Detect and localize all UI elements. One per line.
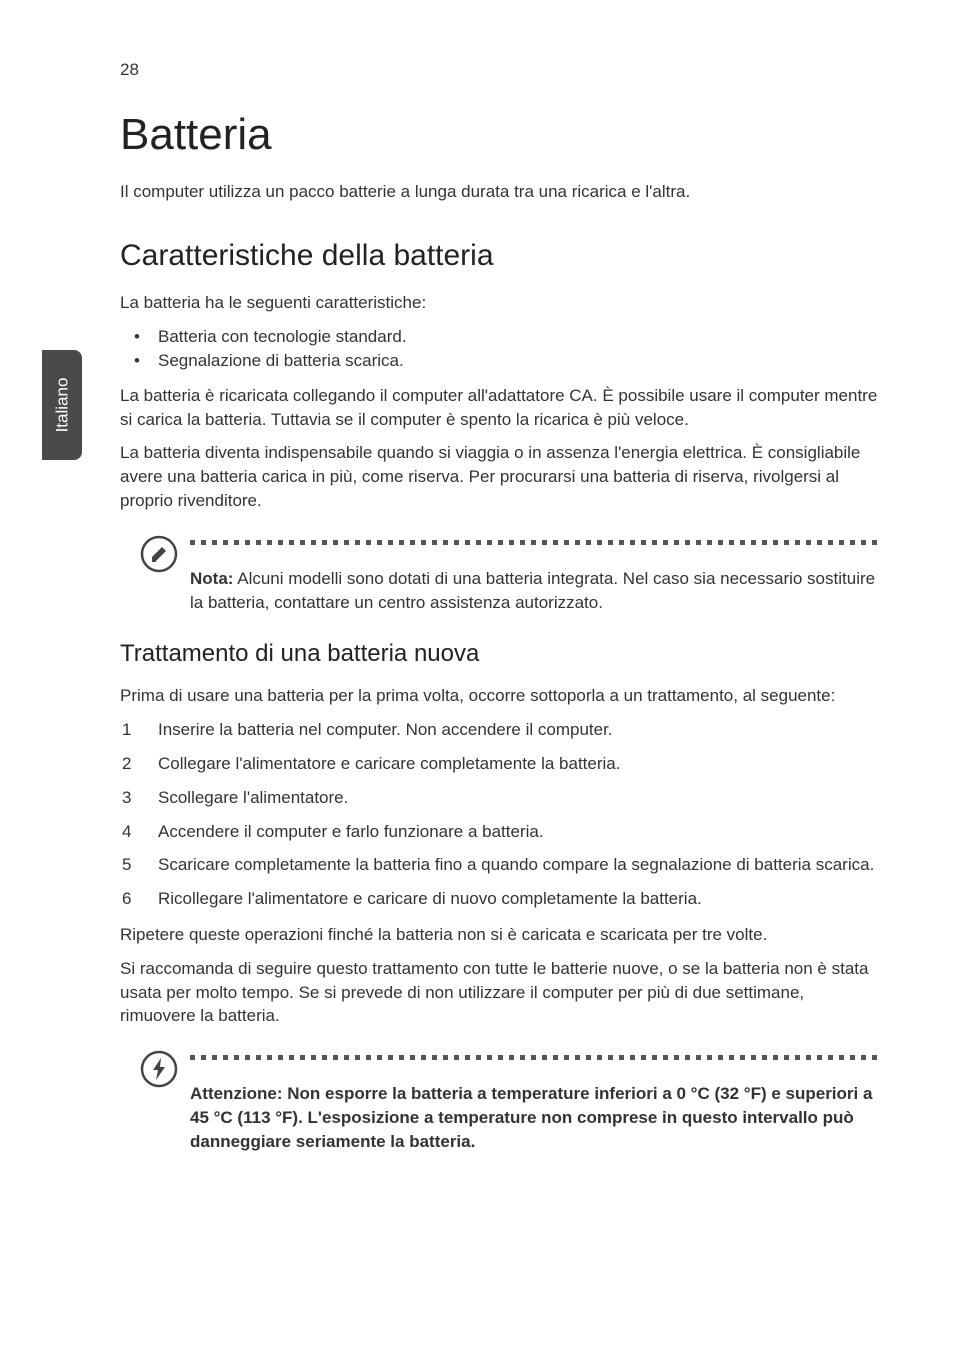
body-paragraph: Si raccomanda di seguire questo trattame… bbox=[120, 957, 880, 1028]
divider-dotted bbox=[190, 535, 880, 549]
list-item: Segnalazione di batteria scarica. bbox=[120, 349, 880, 374]
note-pencil-icon bbox=[140, 535, 178, 573]
body-paragraph: La batteria ha le seguenti caratteristic… bbox=[120, 291, 880, 315]
list-item: Batteria con tecnologie standard. bbox=[120, 325, 880, 350]
section-heading: Caratteristiche della batteria bbox=[120, 239, 880, 273]
note-body: Alcuni modelli sono dotati di una batter… bbox=[190, 569, 875, 612]
list-item: Scollegare l'alimentatore. bbox=[120, 786, 880, 810]
subsection-heading: Trattamento di una batteria nuova bbox=[120, 640, 880, 668]
divider-dotted bbox=[190, 1050, 880, 1064]
warning-lightning-icon bbox=[140, 1050, 178, 1088]
note-text: Nota: Alcuni modelli sono dotati di una … bbox=[190, 567, 880, 615]
list-item: Ricollegare l'alimentatore e caricare di… bbox=[120, 887, 880, 911]
page-content: Batteria Il computer utilizza un pacco b… bbox=[120, 110, 880, 1180]
list-item: Inserire la batteria nel computer. Non a… bbox=[120, 718, 880, 742]
list-item: Accendere il computer e farlo funzionare… bbox=[120, 820, 880, 844]
note-callout: Nota: Alcuni modelli sono dotati di una … bbox=[120, 535, 880, 615]
body-paragraph: La batteria diventa indispensabile quand… bbox=[120, 441, 880, 512]
language-side-tab: Italiano bbox=[42, 350, 82, 460]
procedure-list: Inserire la batteria nel computer. Non a… bbox=[120, 718, 880, 911]
language-side-tab-label: Italiano bbox=[52, 378, 72, 433]
body-paragraph: Prima di usare una batteria per la prima… bbox=[120, 684, 880, 708]
note-label: Nota: bbox=[190, 569, 233, 588]
page-title: Batteria bbox=[120, 110, 880, 160]
list-item: Scaricare completamente la batteria fino… bbox=[120, 853, 880, 877]
intro-paragraph: Il computer utilizza un pacco batterie a… bbox=[120, 180, 880, 204]
list-item: Collegare l'alimentatore e caricare comp… bbox=[120, 752, 880, 776]
feature-bullet-list: Batteria con tecnologie standard. Segnal… bbox=[120, 325, 880, 374]
body-paragraph: Ripetere queste operazioni finché la bat… bbox=[120, 923, 880, 947]
page-number: 28 bbox=[120, 60, 139, 80]
warning-text: Attenzione: Non esporre la batteria a te… bbox=[190, 1082, 880, 1153]
body-paragraph: La batteria è ricaricata collegando il c… bbox=[120, 384, 880, 432]
warning-callout: Attenzione: Non esporre la batteria a te… bbox=[120, 1050, 880, 1153]
